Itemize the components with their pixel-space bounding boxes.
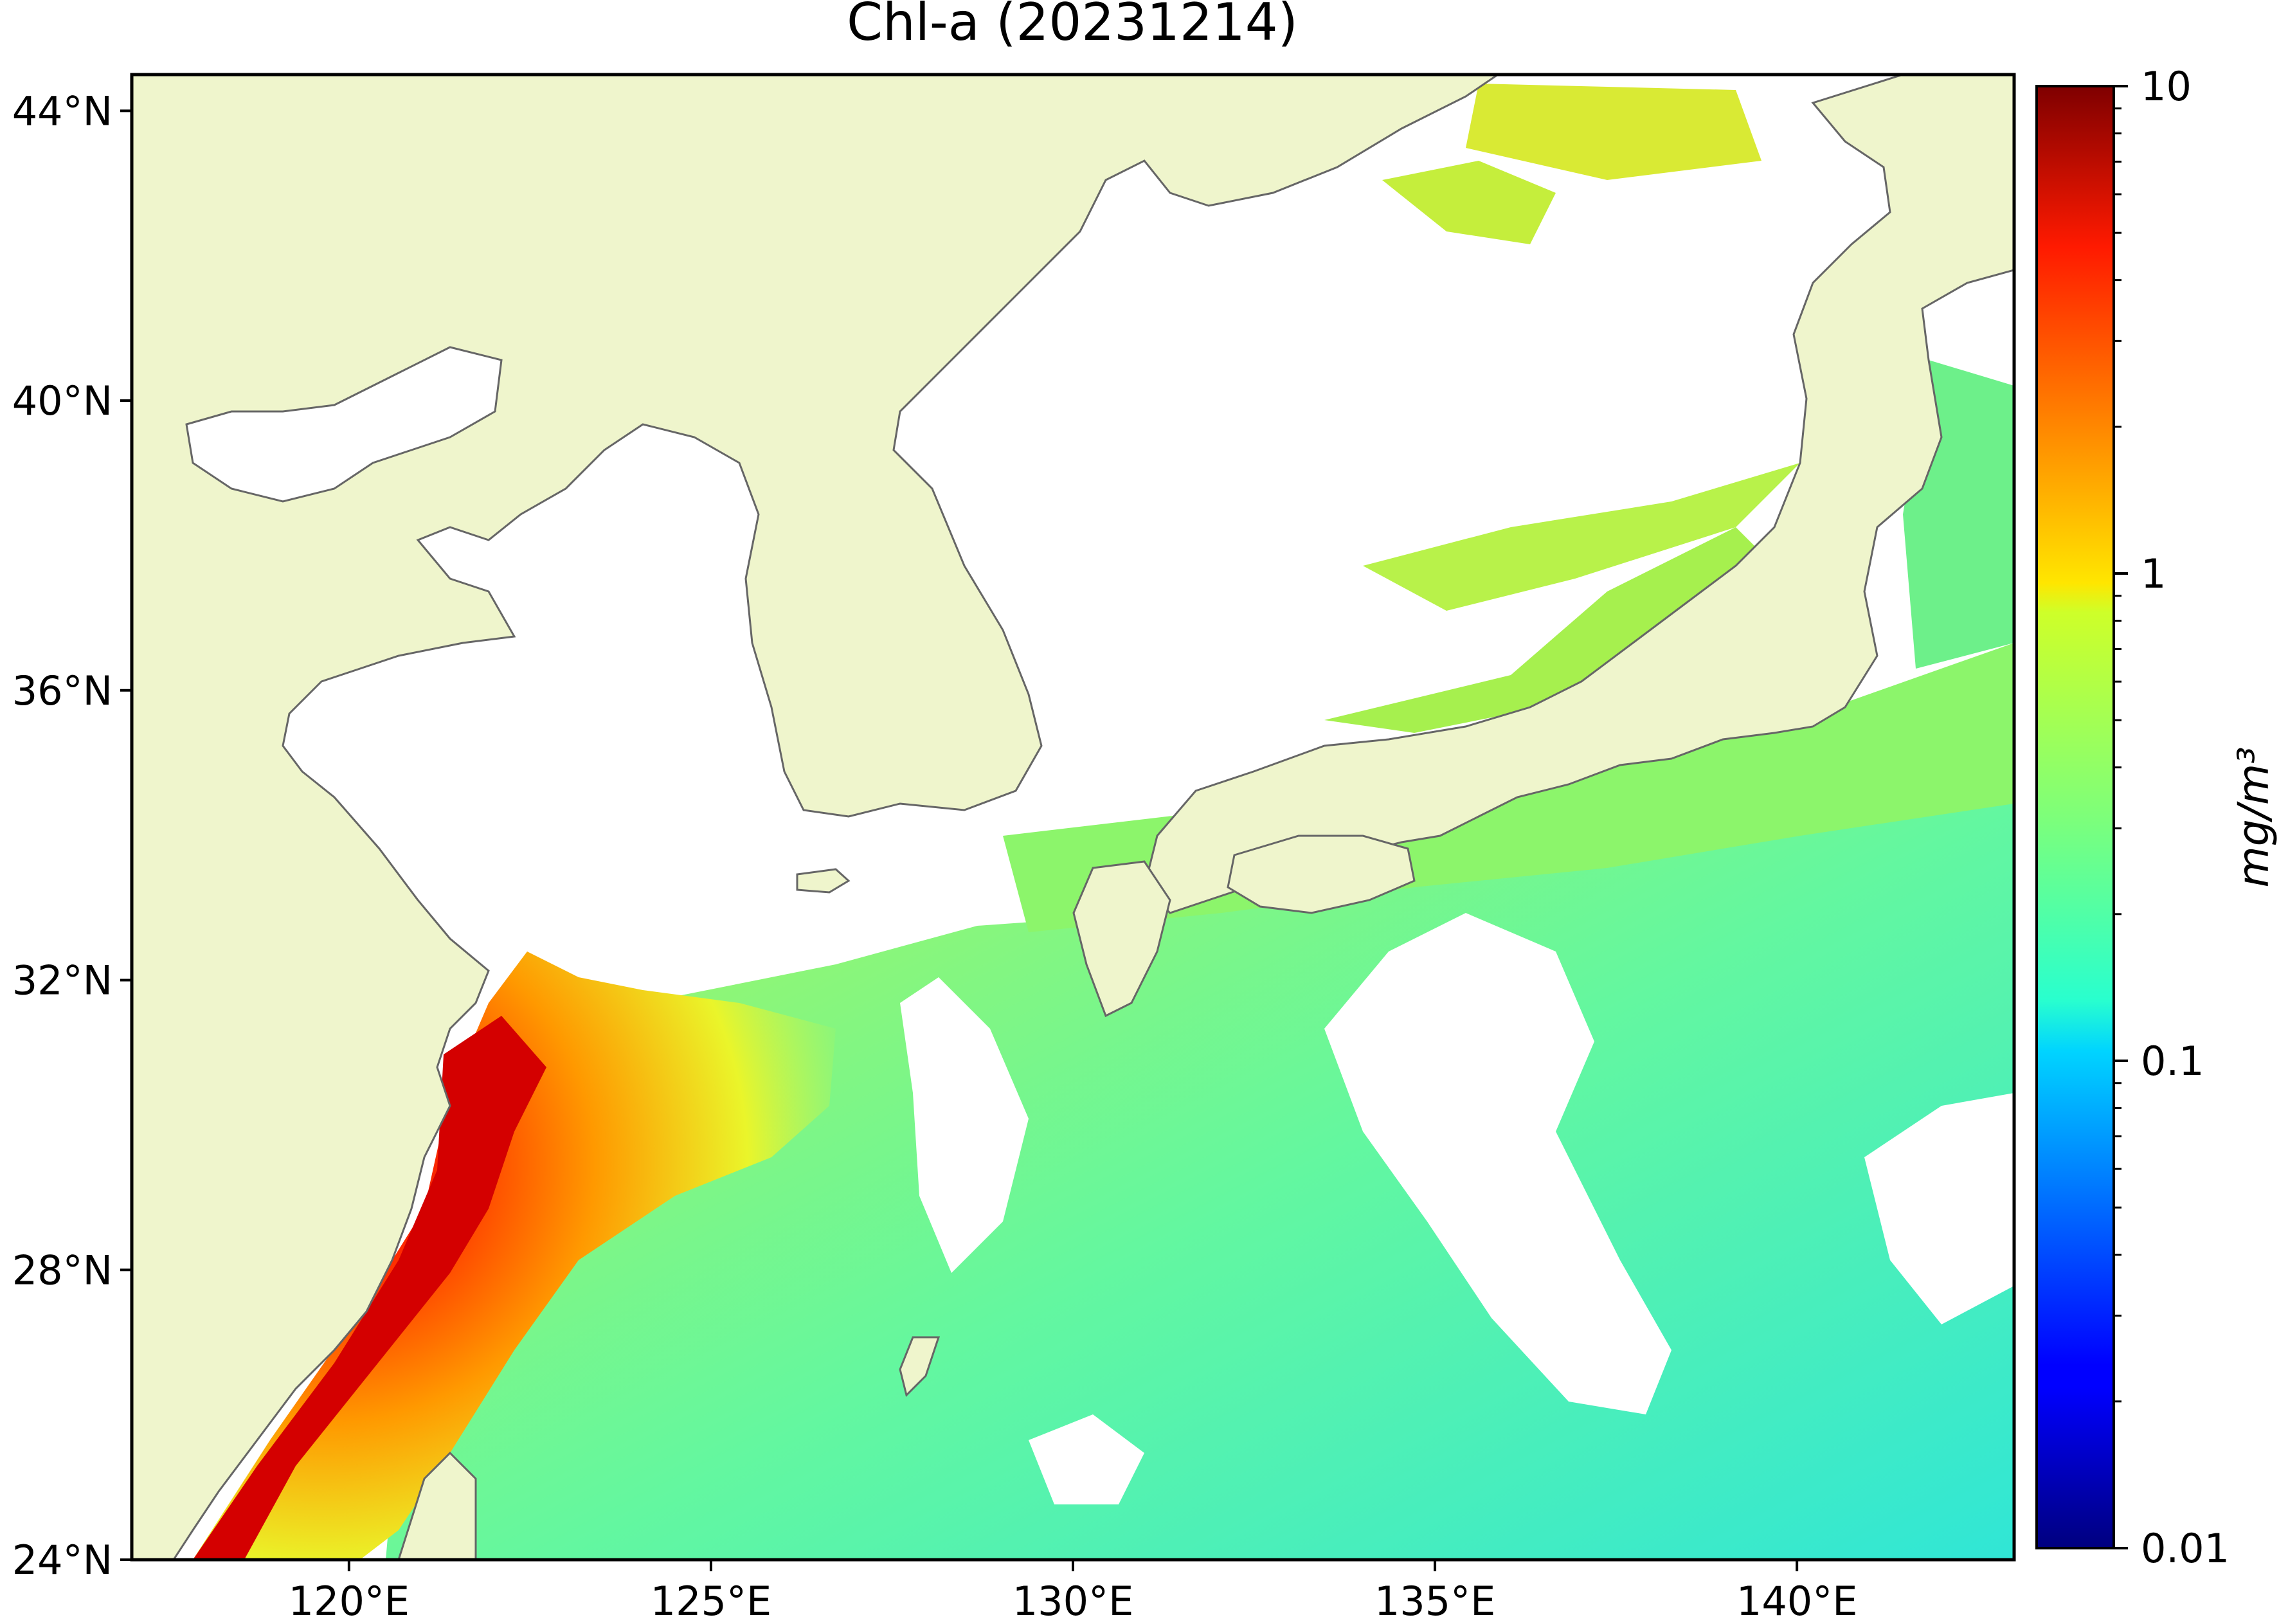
colorbar-label: mg/m³ — [2229, 746, 2278, 887]
cloud-gap-ecs — [900, 977, 1029, 1273]
cloud-gap-south — [1029, 1414, 1144, 1504]
colorbar-tick-label: 1 — [2141, 550, 2166, 597]
lon-tick-label: 120°E — [289, 1578, 410, 1621]
colorbar-tick-label: 10 — [2141, 63, 2192, 110]
lon-tick-label: 130°E — [1013, 1578, 1134, 1621]
lat-tick-label: 32°N — [12, 957, 113, 1004]
japan-honshu-hokkaido — [1143, 75, 2014, 914]
cloud-gap-east — [1864, 1093, 2014, 1324]
yangtze-plume — [193, 952, 836, 1560]
shikoku — [1227, 835, 1416, 914]
lat-tick-label: 28°N — [12, 1247, 113, 1294]
cloud-gap-pacific — [1324, 913, 1671, 1414]
chl-patch-northeast — [1382, 161, 1556, 244]
jeju-island — [796, 868, 851, 894]
colorbar-frame — [2035, 85, 2115, 1549]
map-area — [132, 75, 2014, 1560]
lat-tick-label: 44°N — [12, 87, 113, 134]
kyushu — [1072, 860, 1171, 1018]
lat-tick-label: 36°N — [12, 667, 113, 714]
map-title: Chl-a (20231214) — [847, 0, 1298, 52]
chl-patch-north-strip — [1466, 84, 1761, 180]
landmass-china-korea — [132, 75, 1500, 1560]
taiwan — [397, 1451, 477, 1560]
colorbar-tick-label: 0.1 — [2141, 1038, 2204, 1085]
colorbar-gradient — [2037, 86, 2114, 1548]
chl-patch-sea-of-japan-north — [1363, 463, 1800, 611]
colorbar-ticks: 10 1 0.1 0.01 — [2114, 63, 2229, 1572]
lon-tick-label: 135°E — [1374, 1578, 1496, 1621]
land — [132, 75, 2014, 1560]
okinawa — [899, 1336, 941, 1397]
lat-tick-label: 24°N — [12, 1537, 113, 1583]
lon-tick-label: 125°E — [651, 1578, 772, 1621]
chl-patch-sea-of-japan — [1324, 527, 1787, 733]
latitude-axis: 44°N 40°N 36°N 32°N 28°N 24°N — [12, 87, 132, 1583]
longitude-axis: 120°E 125°E 130°E 135°E 140°E — [289, 1560, 1858, 1624]
lon-tick-label: 140°E — [1736, 1578, 1858, 1621]
bohai-sea-gap — [185, 346, 503, 503]
coastal-red-strip — [193, 1016, 546, 1560]
colorbar-tick-label: 0.01 — [2141, 1525, 2229, 1572]
lat-tick-label: 40°N — [12, 377, 113, 424]
colorbar: 10 1 0.1 0.01 mg/m³ — [2035, 63, 2278, 1572]
